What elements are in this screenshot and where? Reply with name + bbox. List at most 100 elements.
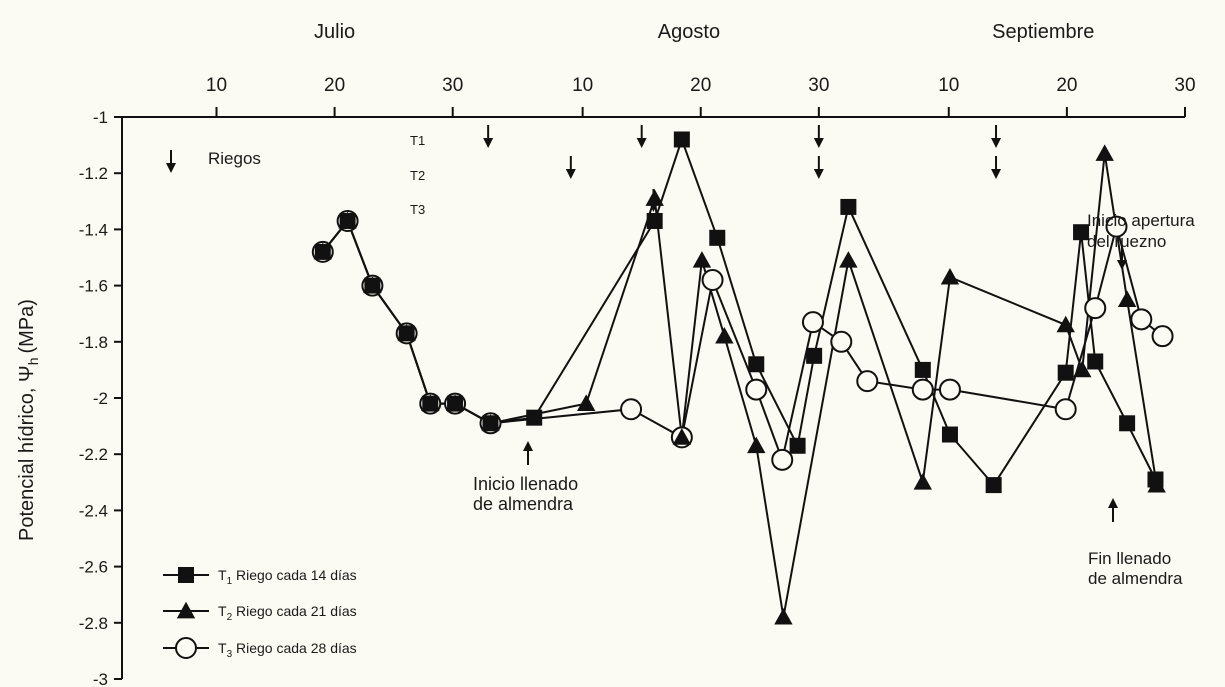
- legend-label-sub: 1: [227, 576, 233, 587]
- riegos-label: Riegos: [208, 149, 261, 168]
- point-t2-triangle: [692, 251, 712, 268]
- y-axis-label: Potencial hídrico, Ψh (MPa): [16, 299, 41, 541]
- irrigation-arrow-t1: [636, 125, 647, 148]
- x-tick-label: 30: [1174, 75, 1195, 96]
- annotation-arrows: [523, 245, 1127, 522]
- point-t1-square: [840, 198, 857, 215]
- arrow-head: [1108, 498, 1118, 508]
- inicio-apertura-line1: Inicio apertura: [1087, 211, 1195, 230]
- y-tick-label: -2.2: [79, 445, 108, 464]
- arrow-head: [523, 441, 533, 451]
- point-t1-square: [646, 212, 663, 229]
- point-t1-square: [482, 415, 499, 432]
- legend-label-main: T: [218, 603, 227, 619]
- point-t1-square: [985, 477, 1002, 494]
- legend-label-t1: T1 Riego cada 14 días: [218, 567, 357, 587]
- point-t1-square: [748, 356, 765, 373]
- x-tick-label: 10: [572, 75, 593, 96]
- x-tick-label: 20: [1056, 75, 1077, 96]
- legend-label-sub: 2: [227, 612, 233, 623]
- x-tick-label: 30: [442, 75, 463, 96]
- x-tick-label: 10: [206, 75, 227, 96]
- inicio-llenado-line1: Inicio llenado: [473, 474, 578, 494]
- legend-marker-t3: [175, 637, 197, 659]
- y-axis-label-sub: h: [25, 357, 41, 365]
- point-t2-triangle: [1095, 144, 1114, 161]
- point-t1-square: [1147, 471, 1164, 488]
- point-t3-circle: [1054, 398, 1077, 421]
- month-labels: Julio Agosto Septiembre: [314, 21, 1094, 43]
- irrigation-arrow-t2: [991, 156, 1002, 179]
- point-t3-circle: [801, 311, 824, 334]
- y-tick-label: -3: [93, 670, 108, 687]
- row-label-t1: T1: [410, 133, 425, 148]
- irrigation-arrow-t3: [648, 189, 659, 212]
- point-t1-square: [339, 212, 356, 229]
- point-t1-square: [1087, 353, 1104, 370]
- point-t1-square: [1073, 224, 1090, 241]
- fin-llenado-line1: Fin llenado: [1088, 549, 1171, 568]
- point-t3-circle: [771, 448, 794, 471]
- point-t2-triangle: [672, 428, 692, 445]
- x-tick-label: 30: [808, 75, 829, 96]
- x-tick-label: 20: [324, 75, 345, 96]
- y-tick-label: -2.4: [79, 501, 108, 520]
- point-t3-circle: [620, 398, 643, 421]
- x-ticks: 10 20 30 10 20 30 10 20 30: [206, 75, 1196, 117]
- series-line-t2: [322, 153, 1158, 618]
- point-t1-square: [806, 347, 823, 364]
- row-label-t2: T2: [410, 168, 425, 183]
- y-ticks: -1 -1.2 -1.4 -1.6 -1.8 -2 -2.2 -2.4 -2.6 -2.8 -3: [79, 108, 122, 687]
- series-line-t3: [322, 219, 1164, 464]
- y-tick-label: -1.2: [79, 164, 108, 183]
- y-tick-label: -2: [93, 389, 108, 408]
- irrigation-arrows: [166, 125, 1002, 212]
- point-t1-square: [941, 426, 958, 443]
- y-tick-label: -1.4: [79, 220, 108, 239]
- point-t1-square: [314, 243, 331, 260]
- point-t2-triangle: [940, 267, 960, 285]
- arrow-head: [813, 169, 824, 179]
- point-t2-triangle: [913, 473, 932, 490]
- legend-label-t3: T3 Riego cada 28 días: [218, 640, 357, 660]
- point-t3-circle: [911, 378, 934, 401]
- point-t1-square: [1119, 415, 1136, 432]
- point-t1-square: [789, 437, 806, 454]
- point-t3-circle: [1105, 215, 1128, 238]
- fin-llenado-arrow: [1108, 498, 1118, 522]
- inicio-apertura-line2: del ruezno: [1087, 232, 1166, 251]
- riegos-legend-arrow: [166, 150, 176, 173]
- point-t1-square: [364, 277, 381, 294]
- legend-label-text: Riego cada 21 días: [232, 603, 357, 619]
- inicio-apertura-arrow: [1117, 245, 1127, 270]
- legend-label-main: T: [218, 567, 227, 583]
- point-t2-triangle: [774, 607, 793, 625]
- point-t1-square: [447, 395, 464, 412]
- x-tick-label: 10: [938, 75, 959, 96]
- y-tick-label: -1: [93, 108, 108, 127]
- inicio-llenado-arrow: [523, 441, 533, 465]
- arrow-head: [636, 138, 647, 148]
- point-t1-square: [709, 229, 726, 246]
- point-t1-square: [1057, 364, 1074, 381]
- arrow-head: [166, 163, 176, 173]
- series-lines: [322, 136, 1164, 618]
- point-t3-circle: [1151, 325, 1174, 348]
- point-t2-triangle: [645, 189, 664, 206]
- legend-label-sub: 3: [227, 649, 233, 660]
- arrow-head: [991, 169, 1002, 179]
- point-t3-circle: [701, 268, 724, 291]
- point-t3-circle: [1084, 297, 1107, 320]
- point-t3-circle: [830, 330, 853, 353]
- arrow-head: [991, 138, 1002, 148]
- y-axis-label-unit: (MPa): [16, 299, 38, 353]
- point-t1-square: [398, 325, 415, 342]
- annotations: Riegos T1 T2 T3 Inicio llenado de almend…: [208, 133, 1195, 588]
- irrigation-arrow-t1: [483, 125, 494, 148]
- month-label: Septiembre: [992, 21, 1094, 43]
- month-label: Agosto: [658, 21, 720, 43]
- series-line-t1: [322, 136, 1157, 487]
- arrow-head: [565, 169, 576, 179]
